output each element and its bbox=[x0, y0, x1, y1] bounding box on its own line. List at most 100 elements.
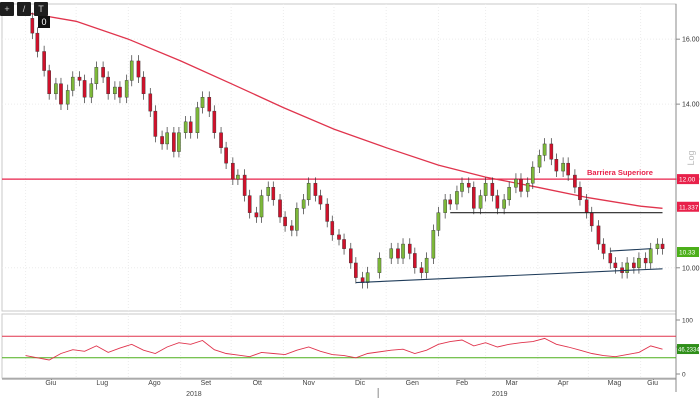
candle-body bbox=[89, 83, 94, 98]
candle-body bbox=[460, 182, 464, 192]
candle-body bbox=[236, 174, 240, 180]
candle-body bbox=[519, 178, 523, 192]
candle-body bbox=[396, 248, 400, 259]
candle-body bbox=[77, 76, 82, 81]
candle-body bbox=[337, 234, 341, 240]
candle-body bbox=[648, 248, 653, 264]
osc-tick-label: 100 bbox=[682, 318, 693, 325]
osc-price-tag bbox=[677, 344, 699, 355]
candle-body bbox=[573, 174, 577, 188]
candle-body bbox=[224, 147, 228, 164]
candle-body bbox=[136, 60, 141, 78]
x-tick-label: Giu bbox=[647, 380, 658, 387]
y-tick-label: 16.00 bbox=[682, 37, 700, 44]
osc-price-tag-label: 46.2334 bbox=[678, 348, 700, 354]
candle-body bbox=[637, 257, 641, 268]
candle-body bbox=[389, 248, 394, 259]
barrier-label: Barriera Superiore bbox=[587, 168, 653, 177]
oscillator-panel bbox=[1, 313, 677, 379]
candle-body bbox=[342, 239, 346, 249]
candle-body bbox=[295, 208, 299, 231]
draw-icon[interactable]: / bbox=[17, 2, 31, 16]
candle-body bbox=[219, 132, 223, 148]
candle-body bbox=[643, 257, 648, 264]
price-tag bbox=[677, 201, 699, 212]
x-tick-label: Apr bbox=[558, 380, 570, 387]
candle-body bbox=[242, 174, 247, 196]
candle-body bbox=[113, 86, 117, 95]
price-tag-label: 10.33 bbox=[679, 249, 696, 256]
candle-body bbox=[59, 83, 63, 105]
candle-body bbox=[212, 110, 217, 133]
candle-body bbox=[172, 132, 176, 152]
candle-body bbox=[542, 143, 547, 156]
text-icon[interactable]: T bbox=[34, 2, 48, 16]
candle-body bbox=[153, 110, 158, 137]
candle-body bbox=[443, 199, 447, 213]
candle-body bbox=[271, 187, 276, 201]
osc-tick-label: 0 bbox=[682, 372, 686, 379]
candle-body bbox=[578, 187, 582, 201]
y-tick-label: 10.00 bbox=[682, 265, 700, 272]
candle-body bbox=[177, 132, 181, 152]
candle-body bbox=[584, 199, 589, 213]
candle-body bbox=[165, 132, 169, 145]
oscillator-line bbox=[25, 337, 663, 361]
candle-body bbox=[413, 253, 417, 268]
candle-body bbox=[608, 253, 613, 264]
candle-body bbox=[490, 182, 495, 196]
x-tick-label: Gen bbox=[406, 380, 419, 387]
candle-body bbox=[283, 216, 287, 227]
candle-body bbox=[537, 155, 542, 168]
candle-body bbox=[35, 32, 40, 52]
candle-body bbox=[290, 225, 294, 231]
candle-body bbox=[655, 243, 660, 249]
year-label: 2018 bbox=[186, 391, 202, 398]
candle-body bbox=[207, 97, 212, 112]
candle-body bbox=[431, 230, 436, 259]
candle-body bbox=[47, 70, 51, 95]
chart-toolbar: + / T bbox=[0, 2, 48, 30]
candle-body bbox=[554, 159, 559, 172]
candle-body bbox=[448, 199, 453, 205]
candle-body bbox=[483, 182, 488, 196]
pan-icon[interactable]: + bbox=[0, 2, 14, 16]
candle-body bbox=[30, 18, 35, 34]
candle-body bbox=[301, 199, 306, 209]
candle-body bbox=[266, 187, 271, 196]
candle-body bbox=[625, 262, 629, 273]
candle-body bbox=[101, 67, 105, 78]
main-panel bbox=[1, 3, 677, 312]
candle-body bbox=[365, 272, 370, 283]
candle-body bbox=[419, 267, 424, 273]
price-tag bbox=[677, 174, 699, 185]
price-tag-label: 12.00 bbox=[679, 177, 696, 184]
candle-body bbox=[259, 195, 264, 218]
price-tag-label: 11.337 bbox=[679, 204, 699, 211]
candle-body bbox=[472, 187, 476, 209]
candle-body bbox=[231, 162, 235, 180]
candle-body bbox=[247, 195, 252, 213]
candle-body bbox=[377, 257, 382, 273]
candle-body bbox=[141, 76, 146, 95]
candle-body bbox=[601, 243, 606, 254]
candle-body bbox=[148, 93, 153, 112]
x-tick-label: Giu bbox=[45, 380, 56, 387]
x-tick-label: Ott bbox=[253, 380, 262, 387]
candle-body bbox=[502, 199, 506, 209]
x-tick-label: Set bbox=[201, 380, 212, 387]
triangle-trendline bbox=[610, 248, 651, 252]
candle-body bbox=[195, 107, 200, 133]
x-tick-label: Feb bbox=[456, 380, 468, 387]
candle-body bbox=[54, 83, 58, 95]
zero-badge: 0 bbox=[38, 16, 50, 28]
x-tick-label: Mag bbox=[608, 380, 622, 387]
candle-body bbox=[424, 257, 429, 273]
candle-body bbox=[65, 90, 70, 105]
candle-body bbox=[313, 182, 318, 196]
support-trendline bbox=[355, 268, 663, 284]
y-tick-label: 14.00 bbox=[682, 102, 700, 109]
price-tag bbox=[677, 246, 699, 257]
candle-body bbox=[514, 178, 518, 188]
candle-body bbox=[318, 195, 323, 205]
